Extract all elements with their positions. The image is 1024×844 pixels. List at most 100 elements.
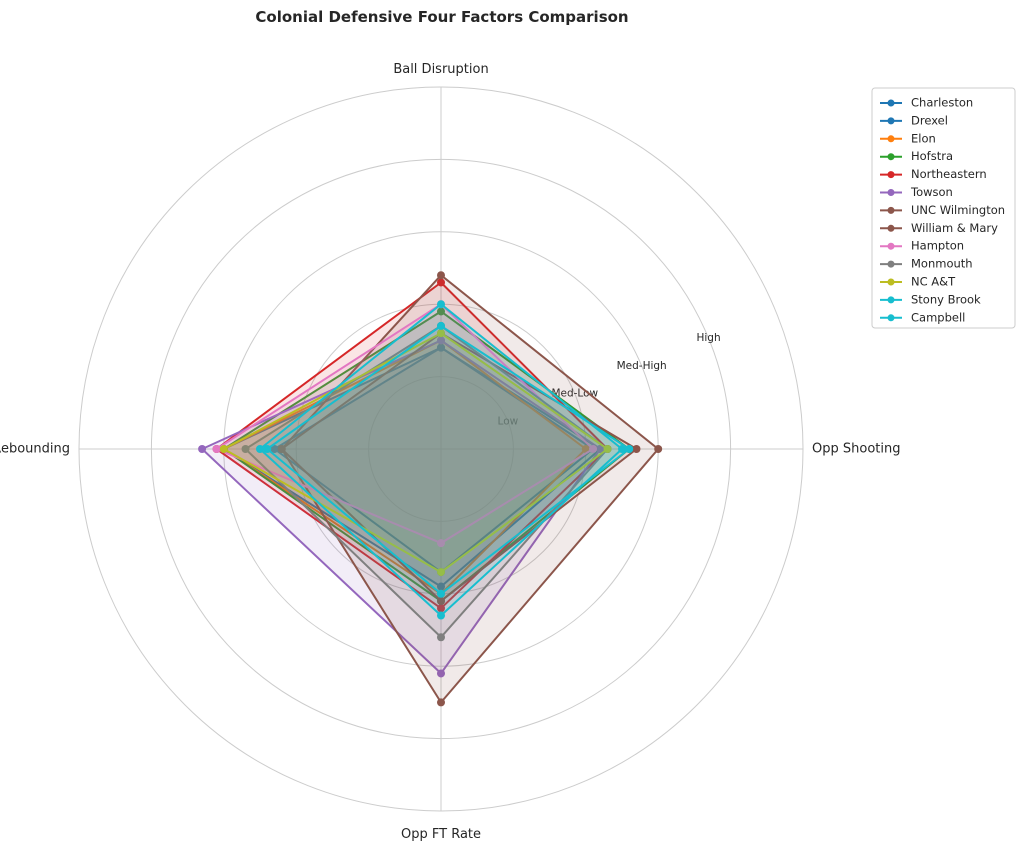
series-area <box>216 282 608 609</box>
axis-label: Opp Shooting <box>812 442 900 457</box>
legend-label: Hampton <box>911 239 964 253</box>
data-point <box>241 445 250 453</box>
legend-label: Monmouth <box>911 257 973 271</box>
data-point <box>603 445 612 453</box>
data-point <box>437 307 445 316</box>
axis-label: Ball Disruption <box>393 62 488 77</box>
legend-marker <box>887 278 895 286</box>
data-point <box>219 445 228 453</box>
legend-marker <box>887 242 895 250</box>
legend-label: Hofstra <box>911 149 953 163</box>
legend-label: Elon <box>911 131 936 145</box>
level-label: Med-High <box>617 360 667 372</box>
series-11 <box>256 300 626 620</box>
legend-marker <box>887 99 895 107</box>
legend-item: Monmouth <box>880 257 973 271</box>
series-area <box>223 347 601 587</box>
series-layer <box>198 271 663 707</box>
legend-label: Northeastern <box>911 167 987 181</box>
data-point <box>437 597 445 606</box>
data-point <box>618 445 626 453</box>
data-point <box>654 445 663 453</box>
legend: Charleston Drexel Elon Hofstra Northeastern T… <box>871 87 1016 329</box>
series-area <box>267 325 630 594</box>
data-point <box>581 445 590 453</box>
data-point <box>437 589 445 598</box>
legend-label: William & Mary <box>911 221 998 235</box>
legend-marker <box>887 117 895 125</box>
data-point <box>437 633 445 642</box>
chart-title: Colonial Defensive Four Factors Comparis… <box>255 8 628 26</box>
legend-item: NC A&T <box>880 275 956 289</box>
data-point <box>437 669 445 678</box>
legend-item: Campbell <box>880 310 965 324</box>
series-area <box>260 304 622 616</box>
legend-item: Hofstra <box>880 149 953 163</box>
data-point <box>589 445 598 453</box>
legend-marker <box>887 135 895 143</box>
legend-item: Charleston <box>880 96 973 110</box>
data-point <box>277 445 286 453</box>
data-point <box>437 329 445 338</box>
data-point <box>256 445 264 453</box>
legend-item: Stony Brook <box>880 292 981 306</box>
legend-label: Towson <box>910 185 953 199</box>
series-area <box>281 333 637 601</box>
data-point <box>625 445 634 453</box>
legend-item: Towson <box>880 185 953 199</box>
legend-label: Drexel <box>911 113 948 127</box>
data-point <box>437 539 445 548</box>
data-point <box>437 568 445 577</box>
axis-label: Opp FT Rate <box>401 827 481 842</box>
data-point <box>437 604 445 613</box>
legend-frame <box>871 87 1016 329</box>
level-label: Low <box>498 415 519 427</box>
series-area <box>281 275 659 703</box>
legend-marker <box>887 224 895 232</box>
data-point <box>596 445 605 453</box>
legend-item: Elon <box>880 131 936 145</box>
legend-label: NC A&T <box>911 275 956 289</box>
data-point <box>437 582 445 591</box>
legend-item: Northeastern <box>880 167 987 181</box>
series-12 <box>263 321 634 598</box>
legend-marker <box>887 189 895 196</box>
legend-label: Stony Brook <box>911 292 981 306</box>
series-area <box>245 325 608 638</box>
legend-marker <box>887 171 895 179</box>
legend-label: Campbell <box>911 310 965 324</box>
legend-marker <box>887 296 895 304</box>
data-point <box>198 445 207 453</box>
data-point <box>437 343 445 352</box>
data-point <box>437 278 445 287</box>
axis-label: Def Rebounding <box>0 442 70 457</box>
axis-labels: Ball Disruption Opp Shooting Opp FT Rate De… <box>0 62 900 842</box>
data-point <box>437 611 445 620</box>
legend-marker <box>887 153 895 161</box>
legend-marker <box>887 314 895 322</box>
data-point <box>212 445 221 453</box>
data-point <box>437 321 445 330</box>
legend-label: UNC Wilmington <box>911 203 1005 217</box>
data-point <box>437 300 445 309</box>
series-7 <box>277 271 663 707</box>
legend-items: Charleston Drexel Elon Hofstra Northeastern T… <box>880 96 1005 324</box>
data-point <box>263 445 272 453</box>
series-10 <box>219 329 612 577</box>
legend-item: Hampton <box>880 239 964 253</box>
legend-item: William & Mary <box>880 221 998 235</box>
series-area <box>223 333 608 573</box>
legend-marker <box>887 206 895 214</box>
legend-item: UNC Wilmington <box>880 203 1005 217</box>
data-point <box>437 698 445 707</box>
data-point <box>437 336 445 345</box>
series-area <box>223 340 586 594</box>
legend-label: Charleston <box>911 96 973 110</box>
data-point <box>270 445 279 453</box>
series-area <box>274 347 593 573</box>
level-label: High <box>696 332 720 344</box>
data-point <box>437 271 445 280</box>
data-point <box>632 445 641 453</box>
legend-item: Drexel <box>880 113 948 127</box>
